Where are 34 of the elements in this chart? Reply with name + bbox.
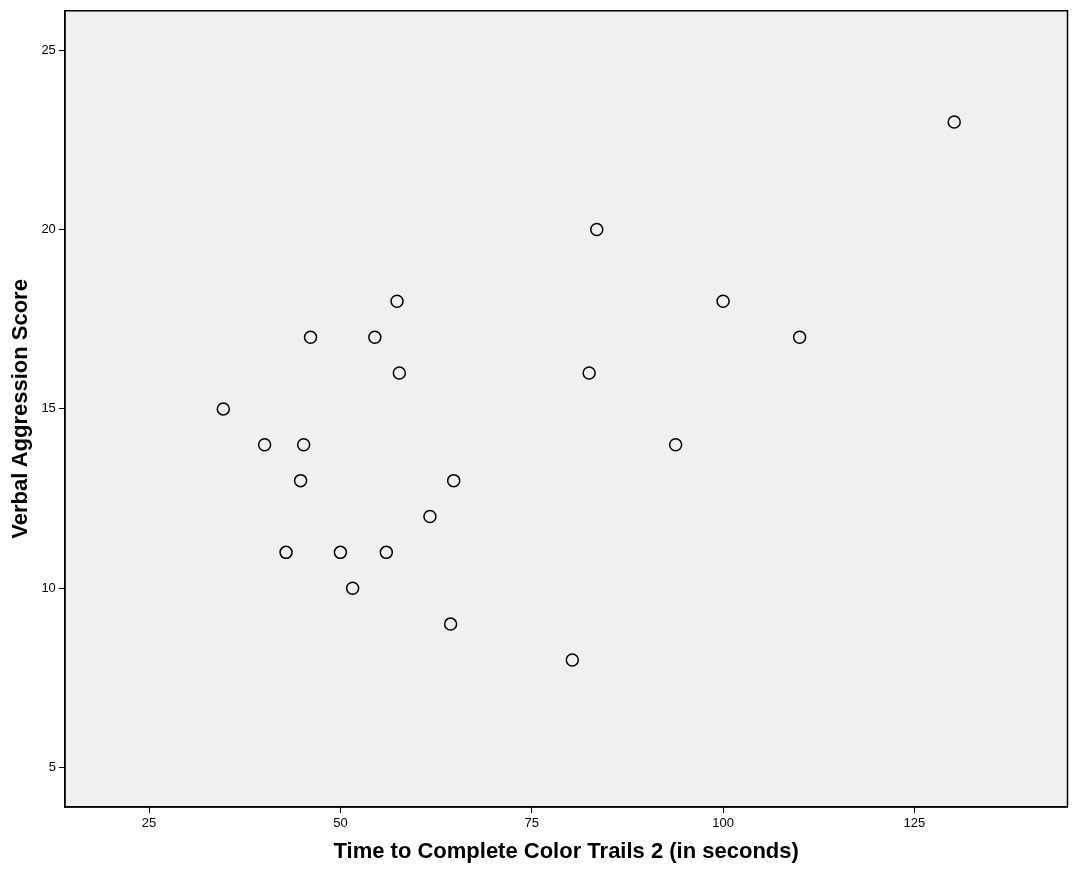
point <box>590 222 604 237</box>
point <box>333 545 348 560</box>
y-tick-label: 15 <box>41 400 56 416</box>
point <box>716 294 730 309</box>
point <box>368 330 382 344</box>
point <box>345 581 360 595</box>
point <box>947 115 961 129</box>
x-tick-label: 25 <box>141 815 157 831</box>
point <box>392 366 407 380</box>
point <box>257 438 272 452</box>
x-tick-label: 75 <box>524 815 539 831</box>
x-axis-title: Time to Complete Color Trails 2 (in seconds) <box>333 837 799 863</box>
y-tick-label: 25 <box>41 41 56 57</box>
point <box>293 473 308 488</box>
point <box>390 294 404 309</box>
point <box>279 545 293 560</box>
x-tick-label: 100 <box>712 815 734 831</box>
y-axis-title: Verbal Aggression Score <box>7 279 33 539</box>
point <box>296 438 311 452</box>
point <box>379 545 394 560</box>
y-tick-label: 5 <box>48 759 56 775</box>
point <box>216 402 231 416</box>
point <box>565 653 580 667</box>
point <box>443 617 458 631</box>
x-tick-label: 125 <box>903 815 926 831</box>
point <box>423 509 437 524</box>
x-tick-label: 50 <box>333 815 348 831</box>
point <box>668 438 683 452</box>
point <box>446 473 461 488</box>
point <box>303 330 318 344</box>
y-tick-label: 10 <box>41 579 56 595</box>
y-tick-label: 20 <box>41 221 56 237</box>
point <box>792 330 807 344</box>
point <box>582 366 596 380</box>
